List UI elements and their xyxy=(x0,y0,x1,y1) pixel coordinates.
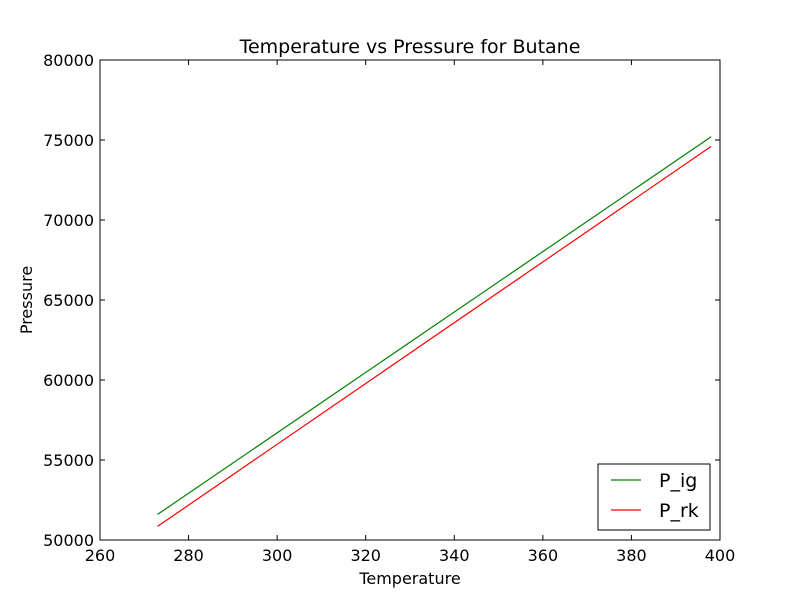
x-tick-label: 380 xyxy=(616,546,647,565)
x-tick-label: 260 xyxy=(85,546,116,565)
x-tick-label: 360 xyxy=(528,546,559,565)
x-tick-label: 400 xyxy=(705,546,736,565)
legend-box xyxy=(597,463,711,531)
series-layer xyxy=(157,136,712,527)
legend-label-p-rk: P_rk xyxy=(659,500,699,522)
series-line-p-rk xyxy=(157,145,712,527)
x-tick-label: 320 xyxy=(350,546,381,565)
y-tick-label: 55000 xyxy=(43,451,94,470)
x-axis-title: Temperature xyxy=(358,569,460,588)
chart-title: Temperature vs Pressure for Butane xyxy=(239,36,581,58)
y-axis-title: Pressure xyxy=(17,266,36,334)
legend-label-p-ig: P_ig xyxy=(659,470,697,492)
y-tick-label: 65000 xyxy=(43,291,94,310)
y-tick-label: 75000 xyxy=(43,131,94,150)
tick-layer: 260 280 300 320 340 360 380 400 50000 55000 60000 6… xyxy=(43,51,735,565)
x-tick-label: 280 xyxy=(173,546,204,565)
y-tick-label: 80000 xyxy=(43,51,94,70)
legend: P_ig P_rk xyxy=(597,463,711,531)
x-tick-label: 300 xyxy=(262,546,293,565)
y-tick-label: 50000 xyxy=(43,531,94,550)
series-line-p-ig xyxy=(157,136,712,515)
x-tick-label: 340 xyxy=(439,546,470,565)
y-tick-label: 70000 xyxy=(43,211,94,230)
y-tick-label: 60000 xyxy=(43,371,94,390)
plot-area-frame xyxy=(99,59,721,541)
